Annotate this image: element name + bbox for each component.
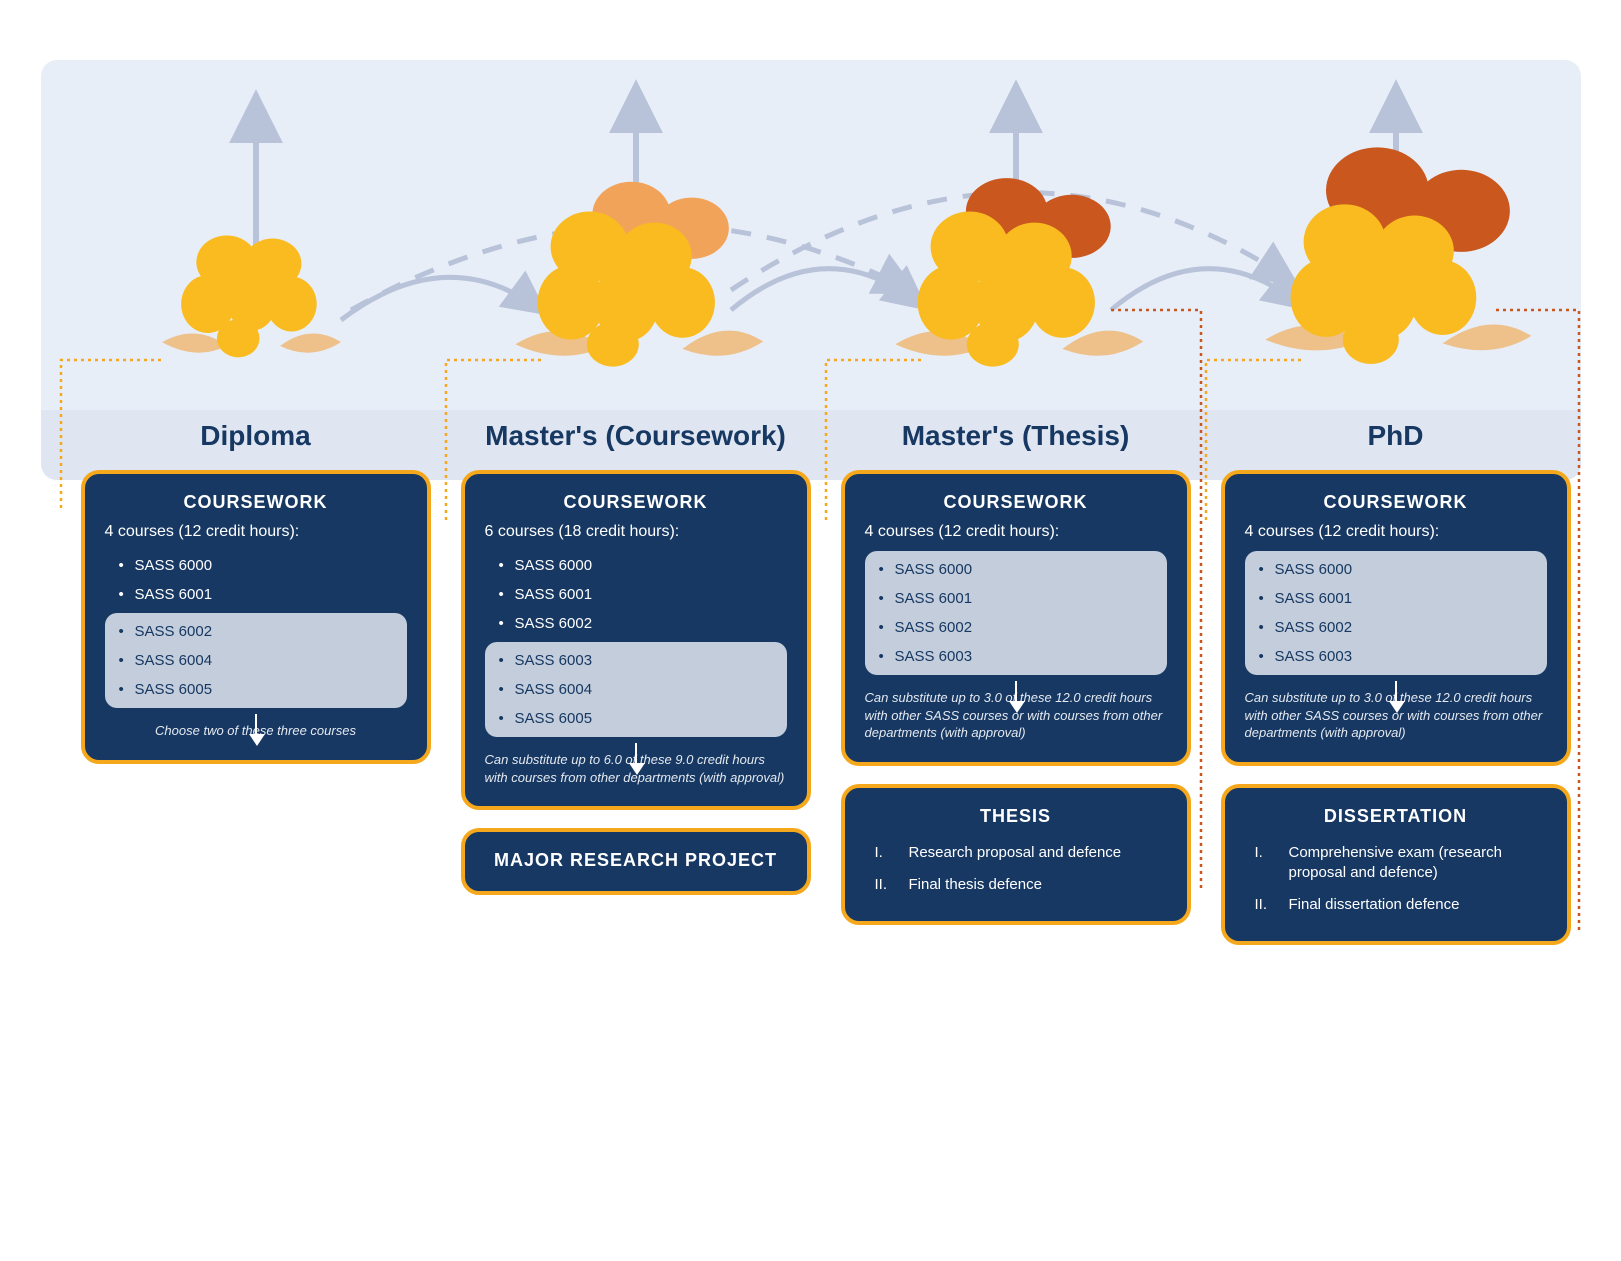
extra-label: THESIS [865,806,1167,827]
extra-card-dissertation: DISSERTATION I.Comprehensive exam (resea… [1221,784,1571,946]
extra-list: I.Research proposal and defence II.Final… [865,837,1167,902]
course-item: SASS 6001 [873,584,1167,613]
program-title-diploma: Diploma [81,420,431,452]
course-item: SASS 6001 [1253,584,1547,613]
program-title-phd: PhD [1221,420,1571,452]
diagram-canvas: Diploma COURSEWORK 4 courses (12 credit … [41,60,1581,480]
course-item: SASS 6002 [113,617,407,646]
course-item: SASS 6004 [493,675,787,704]
course-highlight-box: SASS 6002 SASS 6004 SASS 6005 [105,613,407,708]
course-item: SASS 6003 [873,642,1167,671]
extra-list: I.Comprehensive exam (research proposal … [1245,837,1547,922]
course-item: SASS 6002 [493,609,787,638]
course-item: SASS 6000 [873,555,1167,584]
course-highlight-box: SASS 6000 SASS 6001 SASS 6002 SASS 6003 [865,551,1167,675]
extra-item: II.Final dissertation defence [1255,889,1547,921]
coursework-card-masters-thesis: COURSEWORK 4 courses (12 credit hours): … [841,470,1191,766]
course-item: SASS 6004 [113,646,407,675]
coursework-sub: 6 courses (18 credit hours): [485,523,787,541]
coursework-card-masters-cw: COURSEWORK 6 courses (18 credit hours): … [461,470,811,810]
program-title-masters-thesis: Master's (Thesis) [841,420,1191,452]
course-list: SASS 6000 SASS 6001 [105,551,407,609]
coursework-label: COURSEWORK [1245,492,1547,513]
course-item: SASS 6002 [1253,613,1547,642]
course-item: SASS 6000 [1253,555,1547,584]
coursework-sub: 4 courses (12 credit hours): [865,523,1167,541]
coursework-sub: 4 courses (12 credit hours): [1245,523,1547,541]
course-highlight-box: SASS 6000 SASS 6001 SASS 6002 SASS 6003 [1245,551,1547,675]
extra-label: DISSERTATION [1245,806,1547,827]
course-list: SASS 6000 SASS 6001 SASS 6002 [485,551,787,638]
extra-item: II.Final thesis defence [875,869,1167,901]
extra-item: I.Comprehensive exam (research proposal … [1255,837,1547,890]
extra-item: I.Research proposal and defence [875,837,1167,869]
coursework-card-diploma: COURSEWORK 4 courses (12 credit hours): … [81,470,431,764]
course-item: SASS 6000 [113,551,407,580]
coursework-sub: 4 courses (12 credit hours): [105,523,407,541]
program-title-masters-cw: Master's (Coursework) [461,420,811,452]
course-item: SASS 6001 [113,580,407,609]
coursework-card-phd: COURSEWORK 4 courses (12 credit hours): … [1221,470,1571,766]
course-item: SASS 6002 [873,613,1167,642]
course-highlight-box: SASS 6003 SASS 6004 SASS 6005 [485,642,787,737]
course-item: SASS 6005 [493,704,787,733]
course-item: SASS 6005 [113,675,407,704]
extra-label: MAJOR RESEARCH PROJECT [485,850,787,871]
coursework-label: COURSEWORK [105,492,407,513]
course-item: SASS 6003 [1253,642,1547,671]
extra-card-thesis: THESIS I.Research proposal and defence I… [841,784,1191,926]
course-item: SASS 6001 [493,580,787,609]
course-item: SASS 6003 [493,646,787,675]
coursework-label: COURSEWORK [865,492,1167,513]
extra-card-mrp: MAJOR RESEARCH PROJECT [461,828,811,895]
coursework-label: COURSEWORK [485,492,787,513]
course-item: SASS 6000 [493,551,787,580]
